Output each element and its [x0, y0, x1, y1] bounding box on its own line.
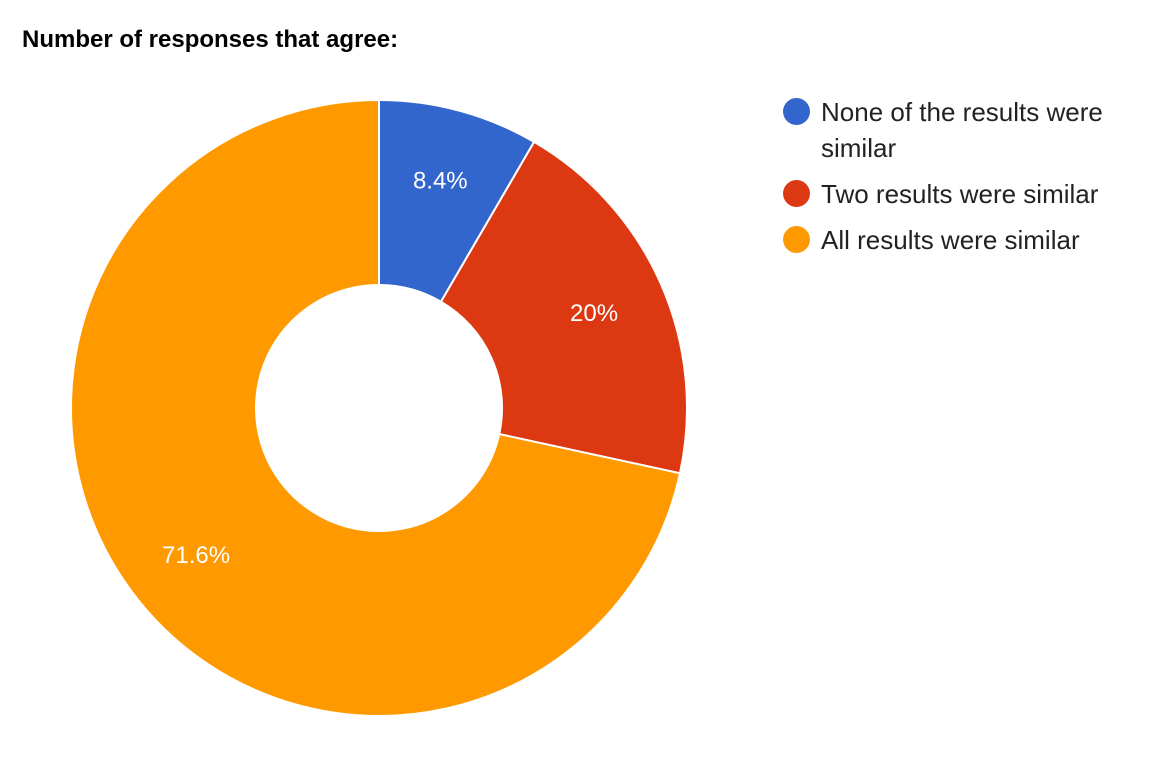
- donut-slices: [70, 98, 688, 717]
- donut-chart: 8.4% 20% 71.6%: [70, 98, 688, 717]
- donut-slice-all-similar[interactable]: [70, 98, 682, 717]
- data-label-none-similar: 8.4%: [413, 168, 468, 195]
- data-label-two-similar: 20%: [570, 300, 618, 327]
- data-label-all-similar: 71.6%: [162, 542, 230, 569]
- legend: None of the results were similar Two res…: [783, 94, 1143, 268]
- legend-label-none-similar: None of the results were similar: [821, 97, 1103, 163]
- legend-swatch-none-similar: [783, 98, 810, 125]
- legend-item-none-similar[interactable]: None of the results were similar: [783, 94, 1143, 166]
- donut-data-labels: 8.4% 20% 71.6%: [162, 168, 618, 569]
- donut-slice-two-similar[interactable]: [439, 140, 688, 475]
- legend-label-all-similar: All results were similar: [821, 225, 1080, 255]
- chart-title: Number of responses that agree:: [22, 26, 399, 53]
- legend-label-two-similar: Two results were similar: [821, 179, 1099, 209]
- legend-item-two-similar[interactable]: Two results were similar: [783, 176, 1143, 212]
- legend-swatch-all-similar: [783, 226, 810, 253]
- legend-item-all-similar[interactable]: All results were similar: [783, 222, 1143, 258]
- legend-swatch-two-similar: [783, 180, 810, 207]
